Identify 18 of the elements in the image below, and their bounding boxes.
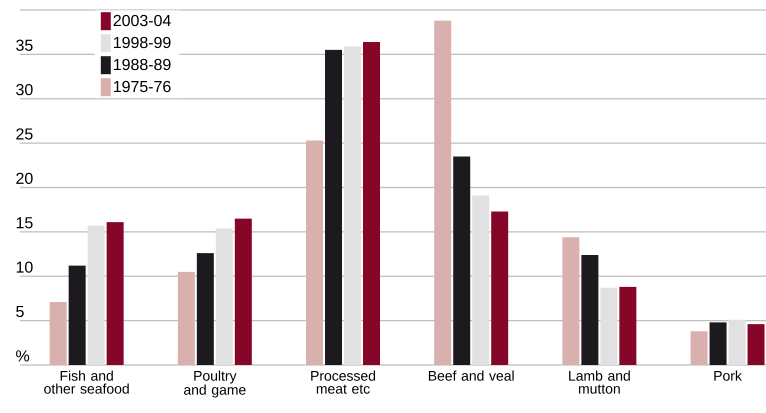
x-tick-label: Fish and other seafood: [44, 370, 129, 394]
y-tick-label: 25: [16, 128, 33, 140]
x-tick-label: Beef and veal: [428, 370, 514, 381]
x-tick-label: Processed meat etc: [311, 370, 376, 394]
y-tick-label: %: [16, 350, 30, 362]
legend-label: 1988-89: [114, 58, 171, 70]
x-tick-label: Pork: [714, 370, 742, 381]
legend-label: 1975-76: [114, 80, 171, 92]
x-tick-label: Poultry and game: [184, 370, 246, 398]
y-tick-label: 10: [16, 261, 33, 273]
y-tick-label: 35: [16, 40, 33, 51]
y-tick-label: 15: [16, 217, 33, 228]
y-tick-label: 30: [16, 84, 33, 96]
legend-label: 2003-04: [114, 14, 171, 26]
y-tick-label: 5: [16, 306, 24, 318]
x-tick-label: Lamb and mutton: [569, 370, 630, 394]
y-tick-label: 20: [16, 172, 33, 184]
legend-label: 1998-99: [114, 36, 171, 48]
